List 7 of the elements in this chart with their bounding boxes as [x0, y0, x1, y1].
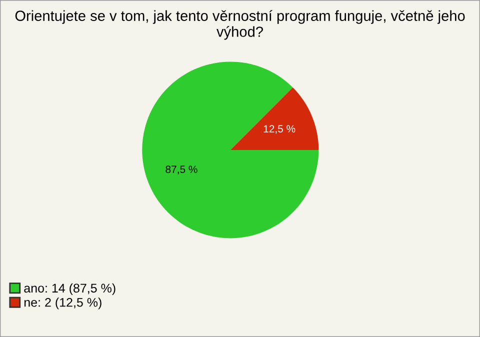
- data-label: 87,5 %: [166, 166, 198, 174]
- legend-label: ano: 14 (87,5 %): [24, 283, 116, 296]
- legend-label: ne: 2 (12,5 %): [24, 298, 102, 310]
- chart-title: Orientujete se v tom, jak tento věrnostní program funguje, včetně jeho výhod?: [15, 10, 465, 40]
- pie-slice: [230, 88, 319, 150]
- pie-slice: [142, 62, 319, 238]
- data-label: 12,5 %: [264, 125, 296, 134]
